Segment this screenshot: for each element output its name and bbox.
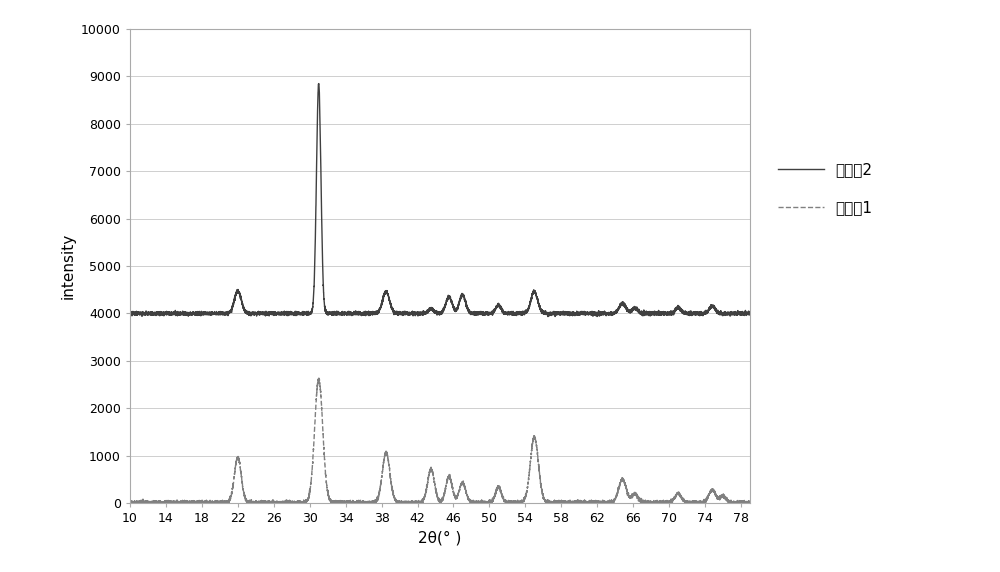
- Legend: 实施例2, 实施例1: 实施例2, 实施例1: [770, 155, 880, 223]
- 实施例2: [161, 309, 173, 316]
- 实施例1: [246, 499, 258, 506]
- X-axis label: 2θ(° ): 2θ(° ): [418, 531, 462, 546]
- 实施例1: [124, 499, 136, 506]
- 实施例1: [427, 472, 439, 479]
- 实施例2: [127, 310, 139, 317]
- 实施例2: [744, 309, 756, 316]
- 实施例1: [711, 492, 723, 499]
- 实施例2: [711, 309, 723, 316]
- 实施例1: [125, 500, 137, 507]
- 实施例1: [161, 499, 173, 506]
- 实施例2: [313, 80, 325, 87]
- 实施例2: [246, 311, 258, 317]
- 实施例2: [542, 313, 554, 320]
- 实施例1: [744, 498, 756, 505]
- 实施例1: [127, 499, 139, 506]
- Line: 实施例2: 实施例2: [130, 84, 750, 316]
- 实施例2: [150, 309, 162, 316]
- 实施例2: [427, 307, 439, 313]
- Y-axis label: intensity: intensity: [61, 233, 76, 299]
- 实施例1: [150, 499, 162, 506]
- 实施例1: [313, 375, 325, 382]
- 实施例2: [124, 311, 136, 318]
- Line: 实施例1: 实施例1: [130, 378, 750, 503]
